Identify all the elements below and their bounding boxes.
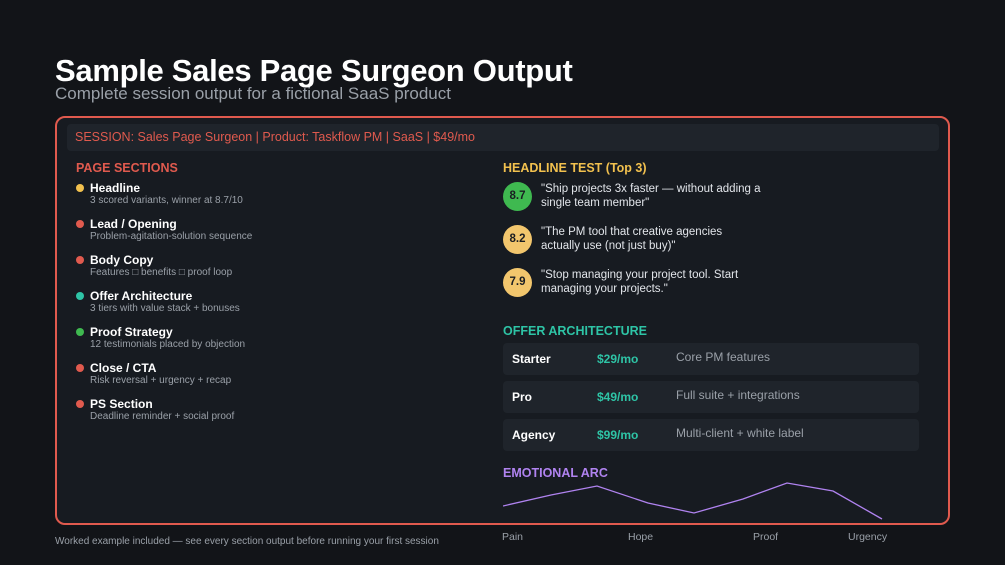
section-name: Body Copy — [90, 253, 154, 267]
status-dot-icon — [76, 220, 84, 228]
tier-feature: Full suite + integrations — [676, 388, 800, 402]
tier-name: Starter — [512, 352, 551, 366]
tier-name: Agency — [512, 428, 556, 442]
section-name: PS Section — [90, 397, 153, 411]
emotional-arc-line — [503, 482, 883, 520]
section-name: Offer Architecture — [90, 289, 193, 303]
session-bar: SESSION: Sales Page Surgeon | Product: T… — [67, 124, 939, 151]
section-name: Proof Strategy — [90, 325, 173, 339]
section-desc: Deadline reminder + social proof — [90, 411, 235, 422]
page-sections-title: PAGE SECTIONS — [76, 161, 178, 175]
score-badge: 8.7 — [503, 182, 532, 211]
headline-test-title: HEADLINE TEST (Top 3) — [503, 161, 647, 175]
tier-price: $29/mo — [597, 352, 639, 366]
status-dot-icon — [76, 328, 84, 336]
page-title: Sample Sales Page Surgeon Output — [55, 53, 573, 88]
session-panel: SESSION: Sales Page Surgeon | Product: T… — [55, 116, 950, 525]
tier-name: Pro — [512, 390, 533, 404]
offer-tier-row: Starter $29/mo Core PM features — [503, 343, 919, 375]
footer-note: Worked example included — see every sect… — [55, 536, 439, 547]
tier-feature: Multi-client + white label — [676, 426, 804, 440]
section-desc: Risk reversal + urgency + recap — [90, 375, 232, 386]
section-desc: Problem-agitation-solution sequence — [90, 231, 253, 242]
section-desc: 3 scored variants, winner at 8.7/10 — [90, 195, 243, 206]
headline-text: "The PM tool that creative agencies actu… — [541, 226, 723, 252]
offer-tier-row: Pro $49/mo Full suite + integrations — [503, 381, 919, 413]
status-dot-icon — [76, 184, 84, 192]
page-subtitle: Complete session output for a fictional … — [55, 84, 451, 103]
score-badge: 7.9 — [503, 268, 532, 297]
emotional-arc-title: EMOTIONAL ARC — [503, 466, 608, 480]
arc-label-hope: Hope — [628, 531, 654, 543]
emotional-arc-graph — [503, 482, 883, 520]
status-dot-icon — [76, 256, 84, 264]
tier-feature: Core PM features — [676, 350, 771, 364]
score-badge: 8.2 — [503, 225, 532, 254]
section-name: Lead / Opening — [90, 217, 177, 231]
headline-text: "Ship projects 3x faster — without addin… — [541, 183, 761, 209]
arc-label-urgency: Urgency — [848, 531, 888, 543]
section-desc: Features □ benefits □ proof loop — [90, 267, 233, 278]
status-dot-icon — [76, 364, 84, 372]
tier-price: $99/mo — [597, 428, 639, 442]
section-name: Close / CTA — [90, 361, 157, 375]
arc-label-pain: Pain — [502, 531, 524, 543]
status-dot-icon — [76, 292, 84, 300]
status-dot-icon — [76, 400, 84, 408]
section-desc: 3 tiers with value stack + bonuses — [90, 303, 240, 314]
offer-architecture-title: OFFER ARCHITECTURE — [503, 324, 647, 338]
offer-tier-row: Agency $99/mo Multi-client + white label — [503, 419, 919, 451]
headline-text: "Stop managing your project tool. Start … — [541, 269, 739, 295]
section-desc: 12 testimonials placed by objection — [90, 339, 246, 350]
tier-price: $49/mo — [597, 390, 639, 404]
section-name: Headline — [90, 181, 141, 195]
arc-label-proof: Proof — [753, 531, 779, 543]
